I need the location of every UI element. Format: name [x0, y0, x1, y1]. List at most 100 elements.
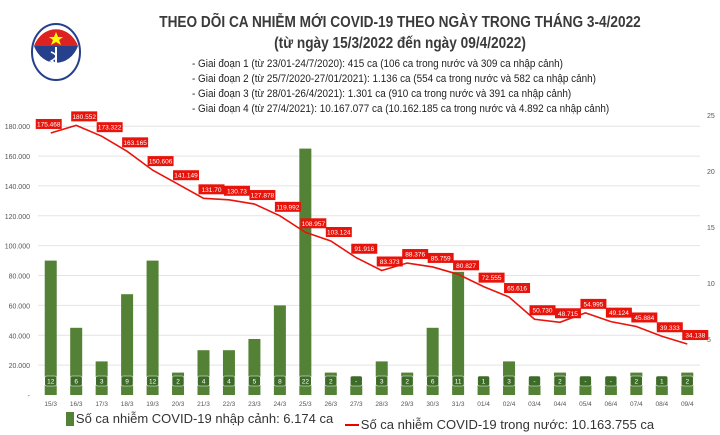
x-tick-label: 16/3 — [70, 401, 83, 408]
bar-label-bg — [349, 375, 363, 387]
bar — [477, 383, 490, 395]
legend-bar-swatch — [65, 411, 74, 426]
x-tick-label: 26/3 — [324, 401, 337, 408]
bar-label-bg — [426, 375, 439, 387]
x-tick-label: 18/3 — [121, 401, 134, 408]
line-label-bg — [147, 156, 174, 167]
legend-label: Số ca nhiễm COVID-19 trong nước: 10.163.… — [360, 417, 655, 432]
line-label-bg — [198, 184, 225, 195]
bar-data-label: - — [584, 379, 586, 386]
x-tick-label: 19/3 — [146, 401, 159, 408]
bar-label-bg — [528, 375, 541, 387]
x-tick-label: 04/4 — [554, 401, 567, 408]
line-label-bg — [351, 243, 378, 254]
x-tick-label: 31/3 — [452, 401, 465, 408]
bar-data-label: 4 — [202, 379, 206, 386]
x-tick-label: 25/3 — [299, 401, 312, 408]
bar-data-label: 5 — [253, 379, 257, 386]
domestic-cases-line — [50, 124, 688, 345]
bar-data-label: - — [355, 379, 357, 386]
line-label-bg — [453, 260, 480, 271]
line-data-label: 54.995 — [583, 301, 603, 308]
bar — [273, 305, 286, 395]
x-tick-label: 27/3 — [350, 401, 363, 408]
line-label-bg — [656, 322, 683, 333]
line-label-bg — [631, 312, 658, 323]
line-label-bg — [682, 330, 709, 341]
bar-data-label: - — [610, 379, 612, 386]
bar-label-bg — [95, 375, 108, 387]
bar-data-label: 6 — [74, 379, 78, 386]
y-left-tick-label: 20.000 — [9, 363, 31, 370]
x-tick-label: 15/3 — [44, 401, 57, 408]
line-label-bg — [402, 249, 429, 260]
x-tick-label: 06/4 — [605, 401, 618, 408]
line-data-label: 34.138 — [685, 333, 705, 340]
bar-label-bg — [197, 375, 210, 387]
bar-label-bg — [579, 375, 592, 387]
y-right-tick-label: 25 — [707, 113, 715, 120]
line-data-label: 65.616 — [507, 286, 527, 293]
line-label-bg — [580, 298, 607, 309]
bar-data-label: 2 — [558, 379, 562, 386]
x-tick-label: 09/4 — [681, 401, 694, 408]
y-left-tick-label: 160.000 — [5, 154, 30, 161]
x-tick-label: 20/3 — [172, 401, 185, 408]
line-data-label: 103.124 — [327, 230, 351, 237]
bar — [146, 260, 159, 395]
line-data-label: 48.715 — [558, 311, 578, 318]
bar-label-bg — [477, 375, 490, 387]
bar-data-label: 2 — [405, 379, 409, 386]
x-tick-label: 21/3 — [197, 401, 210, 408]
y-left-tick-label: 40.000 — [9, 333, 31, 340]
line-label-bg — [71, 111, 98, 122]
line-data-label: 130.73 — [227, 188, 247, 195]
x-tick-label: 28/3 — [375, 401, 388, 408]
bar — [452, 271, 465, 395]
line-data-label: 173.322 — [98, 125, 122, 132]
x-tick-label: 23/3 — [248, 401, 261, 408]
bar-data-label: 1 — [660, 379, 664, 386]
bar-data-label: 3 — [100, 379, 104, 386]
y-right-tick-label: 5 — [707, 337, 711, 344]
bar — [248, 339, 261, 395]
y-left-tick-label: 180.000 — [5, 124, 30, 131]
bar-data-label: 2 — [176, 379, 180, 386]
bar — [299, 148, 312, 395]
line-label-bg — [504, 283, 531, 294]
bar — [222, 350, 235, 395]
bar-label-bg — [44, 375, 58, 387]
bar-label-bg — [680, 375, 694, 387]
phase-notes: - Giai đoạn 1 (từ 23/01-24/7/2020): 415 … — [192, 57, 609, 117]
legend-label: Số ca nhiễm COVID-19 nhập cảnh: 6.174 ca — [75, 411, 334, 426]
bar-label-bg — [146, 375, 159, 387]
bar-data-label: 9 — [125, 379, 129, 386]
y-right-tick-label: 15 — [707, 225, 715, 232]
bar-label-bg — [655, 375, 669, 387]
x-tick-label: 01/4 — [477, 401, 490, 408]
bar-data-label: 2 — [685, 379, 689, 386]
line-label-bg — [300, 218, 327, 229]
line-label-bg — [274, 201, 301, 212]
line-data-label: 85.759 — [431, 255, 451, 262]
bar-data-label: 12 — [149, 379, 157, 386]
bar — [121, 294, 134, 395]
x-tick-label: 05/4 — [579, 401, 592, 408]
x-tick-label: 29/3 — [401, 401, 414, 408]
phase-note: - Giai đoạn 2 (từ 25/7/2020-27/01/2021):… — [192, 73, 596, 85]
line-label-bg — [173, 170, 200, 181]
line-data-label: 83.373 — [380, 259, 400, 266]
chart-subtitle: (từ ngày 15/3/2022 đến ngày 09/4/2022) — [274, 35, 526, 52]
line-data-label: 127.878 — [251, 193, 275, 200]
line-data-label: 45.884 — [634, 315, 654, 322]
line-data-label: 141.149 — [174, 173, 198, 180]
bar-label-bg — [248, 375, 261, 387]
line-data-label: 50.730 — [533, 308, 553, 315]
x-tick-label: 03/4 — [528, 401, 541, 408]
phase-note: - Giai đoạn 4 (từ 27/4/2021): 10.167.077… — [192, 103, 610, 115]
line-data-label: 91.916 — [354, 246, 374, 253]
bar-label-bg — [375, 375, 389, 387]
line-label-bg — [529, 305, 556, 316]
bar-data-label: 8 — [278, 379, 282, 386]
